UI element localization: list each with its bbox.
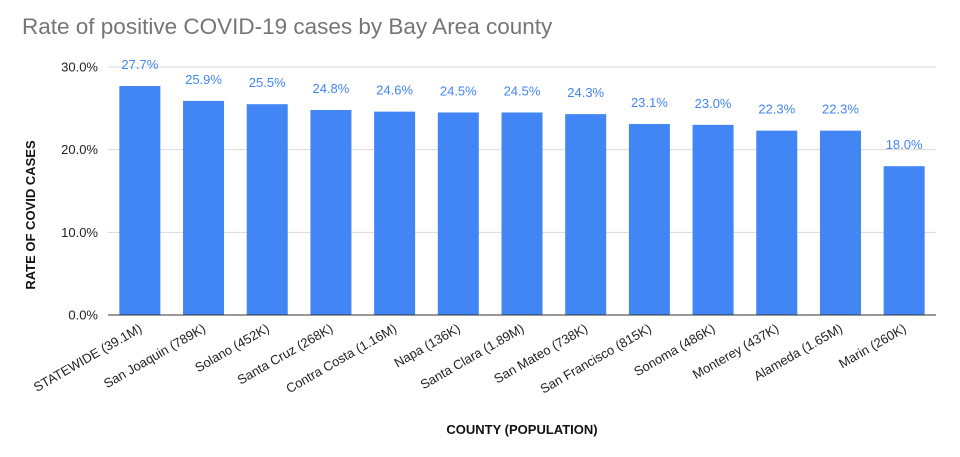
data-label: 25.5% [249, 75, 286, 90]
bar [692, 124, 734, 315]
data-label: 24.8% [312, 81, 349, 96]
y-tick-label: 30.0% [61, 60, 98, 75]
data-label: 27.7% [121, 57, 158, 72]
bar [756, 130, 798, 315]
x-tick-label: Marin (260K) [836, 321, 909, 372]
data-label: 24.3% [567, 85, 604, 100]
y-tick-label: 0.0% [68, 308, 98, 323]
bar [246, 104, 288, 315]
bar [183, 100, 225, 315]
bar [819, 130, 861, 315]
data-label: 22.3% [822, 102, 859, 117]
bar [883, 166, 925, 315]
bar [628, 124, 670, 315]
bars [119, 86, 925, 316]
data-label: 23.1% [631, 95, 668, 110]
data-label: 24.5% [440, 83, 477, 98]
data-labels: 27.7% 25.9% 25.5% 24.8% 24.6% 24.5% 24.5% 24.3%… [121, 57, 923, 152]
y-axis-title: RATE OF COVID CASES [23, 140, 38, 290]
y-tick-label: 20.0% [61, 142, 98, 157]
bar [374, 111, 416, 315]
bar [501, 112, 543, 315]
y-tick-label: 10.0% [61, 225, 98, 240]
bar [565, 114, 607, 316]
bar [437, 112, 479, 315]
x-axis-title: COUNTY (POPULATION) [446, 422, 597, 437]
bar [310, 109, 352, 315]
x-tick-label: San Francisco (815K) [537, 321, 653, 397]
data-label: 24.5% [504, 83, 541, 98]
bar [119, 86, 161, 315]
data-label: 25.9% [185, 72, 222, 87]
chart-title: Rate of positive COVID-19 cases by Bay A… [22, 14, 553, 39]
x-tick-label: Santa Clara (1.89M) [418, 321, 527, 393]
data-label: 22.3% [758, 102, 795, 117]
data-label: 23.0% [695, 96, 732, 111]
x-tick-label: Contra Costa (1.16M) [283, 321, 399, 396]
data-label: 24.6% [376, 83, 413, 98]
data-label: 18.0% [886, 137, 923, 152]
x-tick-label: STATEWIDE (39.1M) [31, 321, 144, 395]
